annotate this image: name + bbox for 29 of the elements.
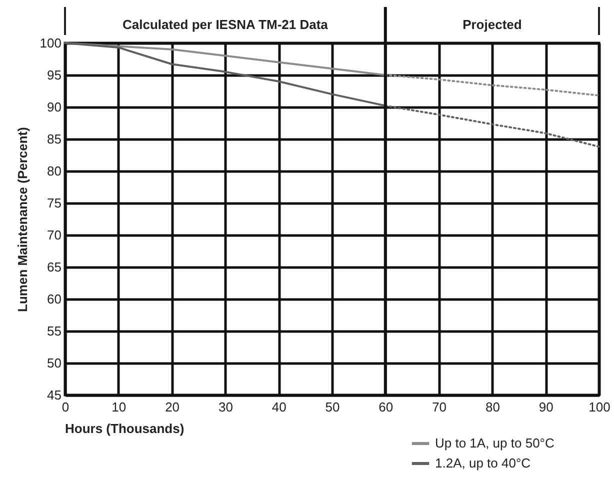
y-tick-label: 80 [47,164,62,178]
y-tick-label: 90 [47,100,62,114]
y-tick-label: 60 [47,292,62,306]
x-tick-label: 0 [62,400,70,414]
y-tick-label: 45 [47,388,62,402]
y-axis-title: Lumen Maintenance (Percent) [14,127,30,312]
x-tick-label: 70 [432,400,447,414]
x-tick-label: 60 [378,400,394,414]
y-tick-label: 70 [47,228,62,242]
x-tick-label: 10 [112,400,126,414]
y-tick-label: 85 [47,132,62,146]
y-tick-label: 100 [40,36,62,50]
text: Calculated per IESNA TM-21 Data [122,17,329,32]
x-tick-label: 100 [588,400,610,414]
x-tick-label: 20 [165,400,180,414]
y-tick-label: 75 [47,196,62,210]
legend-label: 1.2A, up to 40°C [435,456,531,470]
x-tick-label: 50 [325,400,340,414]
x-tick-label: 40 [272,400,286,414]
text: Projected [462,17,522,32]
x-axis-title: Hours (Thousands) [65,421,184,436]
y-tick-label: 65 [47,260,62,274]
y-tick-label: 50 [47,356,62,370]
x-tick-label: 30 [218,400,233,414]
legend-label: Up to 1A, up to 50°C [435,436,554,450]
x-tick-label: 80 [485,400,500,414]
x-tick-label: 90 [538,400,554,414]
y-tick-label: 55 [47,324,62,338]
y-tick-label: 95 [47,68,62,82]
